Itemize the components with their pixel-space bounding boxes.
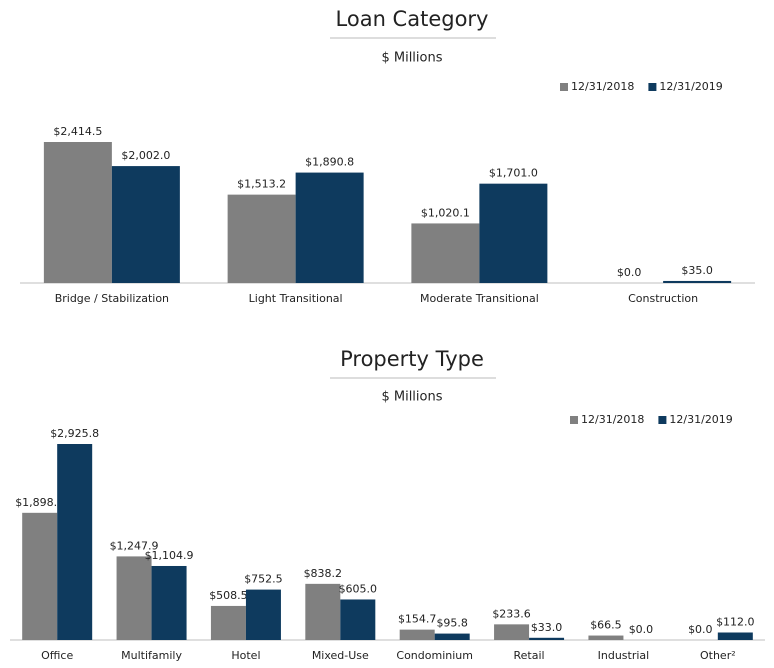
value-label: $1,247.9 xyxy=(110,539,159,552)
x-tick-label: Office xyxy=(41,649,73,662)
bar xyxy=(494,624,530,640)
x-tick-label: Mixed-Use xyxy=(312,649,369,662)
x-tick-label: Other² xyxy=(700,649,736,662)
legend-label: 12/31/2019 xyxy=(669,413,732,426)
bar xyxy=(663,280,732,283)
legend-swatch xyxy=(648,83,657,91)
value-label: $1,898.5 xyxy=(15,496,64,509)
bar xyxy=(245,589,281,640)
legend-label: 12/31/2018 xyxy=(571,80,634,93)
value-label: $66.5 xyxy=(590,619,622,632)
value-label: $1,020.1 xyxy=(421,206,470,219)
value-label: $1,513.2 xyxy=(237,178,286,191)
value-label: $0.0 xyxy=(617,266,642,279)
bar xyxy=(479,183,548,283)
x-tick-label: Multifamily xyxy=(121,649,182,662)
chart-subtitle: $ Millions xyxy=(381,390,442,405)
value-label: $233.6 xyxy=(492,607,531,620)
value-label: $838.2 xyxy=(304,567,343,580)
bar xyxy=(57,444,93,640)
value-label: $605.0 xyxy=(339,582,378,595)
value-label: $35.0 xyxy=(681,264,713,277)
value-label: $1,104.9 xyxy=(145,549,194,562)
legend-swatch xyxy=(570,416,578,424)
value-label: $0.0 xyxy=(629,623,654,636)
bar xyxy=(434,633,470,640)
value-label: $1,890.8 xyxy=(305,156,354,169)
value-label: $1,701.0 xyxy=(489,167,538,180)
bar xyxy=(116,556,152,640)
chart-title: Loan Category xyxy=(336,7,489,31)
value-label: $0.0 xyxy=(688,623,713,636)
legend-label: 12/31/2019 xyxy=(659,80,722,93)
bar xyxy=(111,166,180,283)
x-tick-label: Retail xyxy=(514,649,545,662)
bar xyxy=(295,172,364,283)
legend-label: 12/31/2018 xyxy=(581,413,644,426)
bar xyxy=(22,512,58,640)
bar xyxy=(411,223,480,283)
chart-subtitle: $ Millions xyxy=(381,51,442,66)
bar xyxy=(43,142,112,283)
legend-swatch xyxy=(560,83,568,91)
bar xyxy=(529,637,565,640)
x-tick-label: Light Transitional xyxy=(249,292,343,305)
bar xyxy=(399,629,435,640)
x-tick-label: Hotel xyxy=(231,649,260,662)
value-label: $2,925.8 xyxy=(50,427,99,440)
bar xyxy=(717,632,753,640)
x-tick-label: Moderate Transitional xyxy=(420,292,539,305)
bar xyxy=(588,635,624,640)
value-label: $33.0 xyxy=(531,621,563,634)
value-label: $112.0 xyxy=(716,615,755,628)
value-label: $95.8 xyxy=(436,617,468,630)
bar xyxy=(305,583,341,640)
bar xyxy=(210,605,246,640)
bar xyxy=(340,599,376,640)
value-label: $154.7 xyxy=(398,613,437,626)
x-tick-label: Construction xyxy=(628,292,698,305)
bar xyxy=(151,565,187,640)
x-tick-label: Industrial xyxy=(598,649,650,662)
value-label: $752.5 xyxy=(244,573,283,586)
legend-swatch xyxy=(658,416,667,424)
x-tick-label: Condominium xyxy=(396,649,473,662)
value-label: $2,002.0 xyxy=(121,149,170,162)
x-tick-label: Bridge / Stabilization xyxy=(55,292,169,305)
value-label: $2,414.5 xyxy=(53,125,102,138)
value-label: $508.5 xyxy=(209,589,248,602)
chart-title: Property Type xyxy=(340,347,484,371)
bar xyxy=(227,194,296,283)
